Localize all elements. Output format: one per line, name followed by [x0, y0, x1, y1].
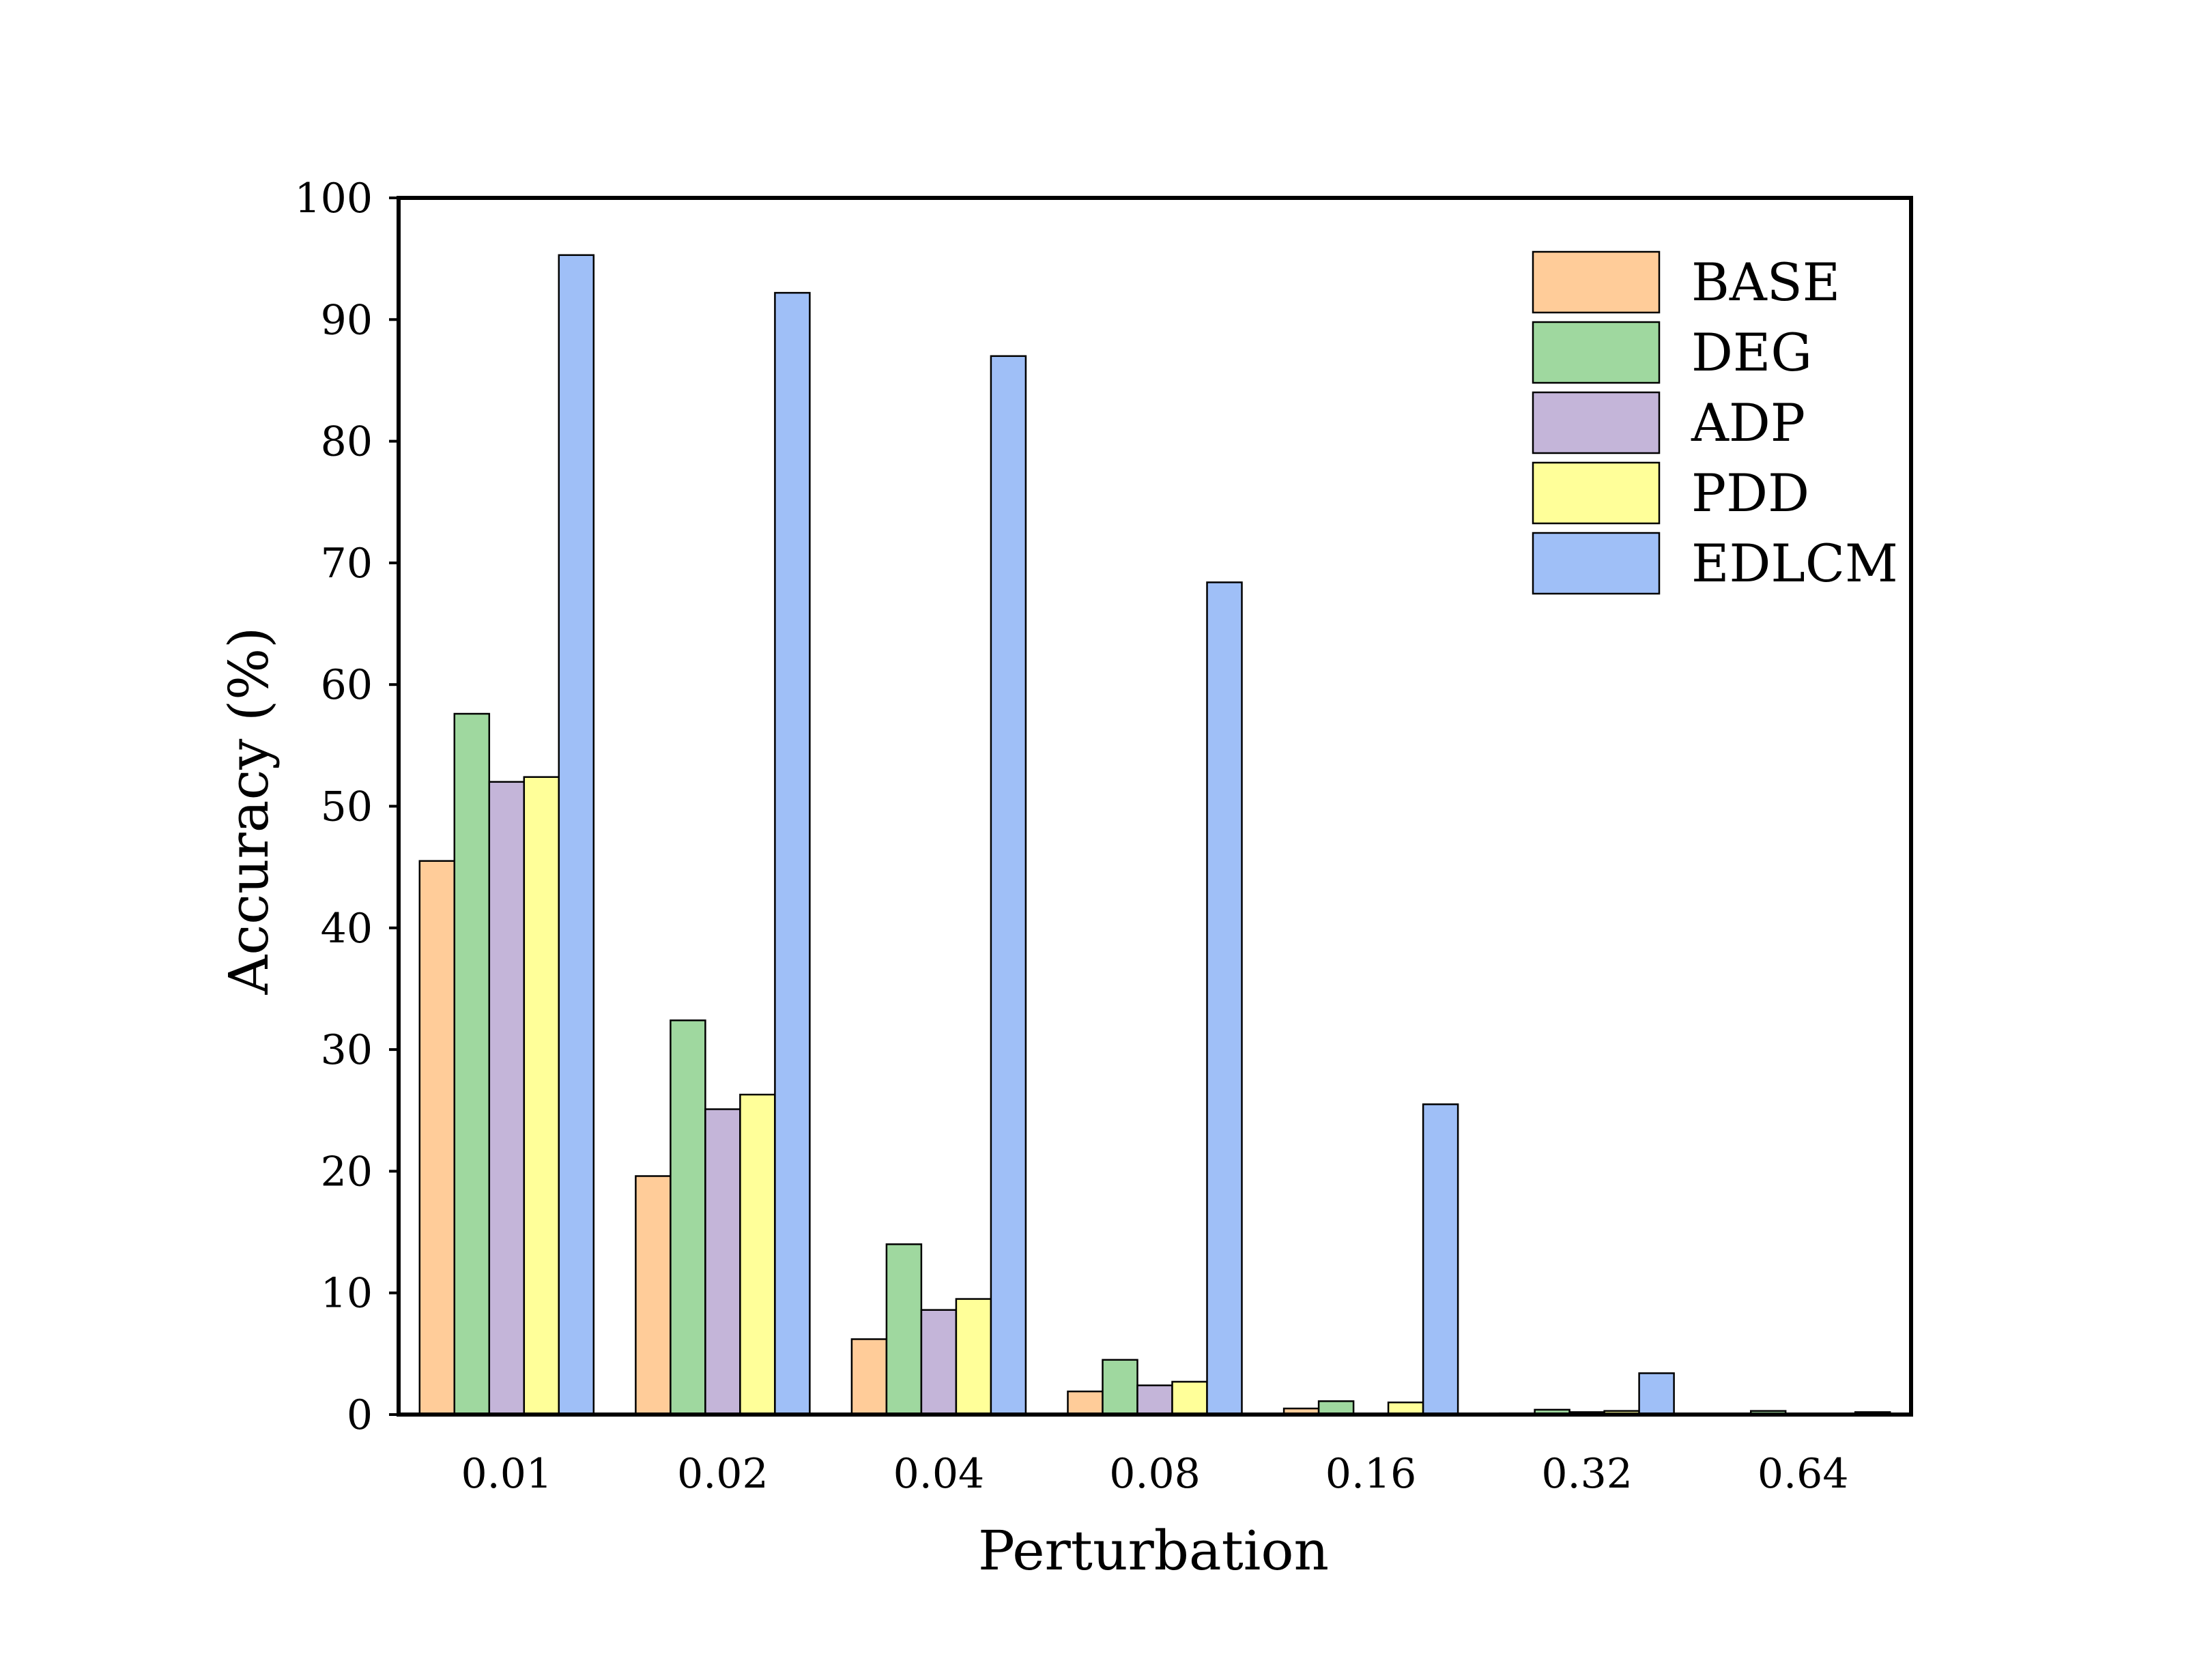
- plot-area-frame: [397, 196, 1913, 1417]
- x-tick-label: 0.64: [1758, 1450, 1849, 1498]
- y-tick-label: 80: [321, 418, 373, 466]
- bar-base-0.01: [418, 860, 456, 1416]
- legend-label-base: BASE: [1691, 252, 1840, 313]
- legend-swatch-deg: [1532, 321, 1661, 384]
- y-tick-label: 60: [321, 661, 373, 709]
- bar-adp-0.04: [920, 1309, 958, 1416]
- legend-label-pdd: PDD: [1691, 463, 1809, 523]
- bar-edlcm-0.04: [990, 355, 1027, 1416]
- y-tick-label: 50: [321, 783, 373, 831]
- y-tick-label: 10: [321, 1270, 373, 1318]
- x-tick-label: 0.04: [893, 1450, 985, 1498]
- bar-adp-0.08: [1136, 1384, 1173, 1416]
- y-tick-label: 90: [321, 296, 373, 344]
- y-tick-label: 30: [321, 1026, 373, 1074]
- bar-edlcm-0.16: [1422, 1103, 1459, 1416]
- y-tick-label: 40: [321, 905, 373, 953]
- bar-base-0.08: [1067, 1390, 1104, 1416]
- bar-pdd-0.02: [739, 1093, 776, 1416]
- y-tick-label: 0: [347, 1391, 373, 1439]
- y-axis: 0 10 20 30 40 50 60 70 80 90 100: [294, 175, 399, 1439]
- bar-pdd-0.08: [1171, 1380, 1208, 1416]
- x-tick-label: 0.32: [1541, 1450, 1633, 1498]
- legend: BASE DEG ADP PDD EDLCM: [1532, 250, 1898, 595]
- y-tick-label: 100: [294, 175, 373, 222]
- bars-layer: [418, 254, 1891, 1416]
- bar-deg-0.02: [670, 1019, 706, 1416]
- x-axis: 0.01 0.02 0.04 0.08 0.16 0.32 0.64: [461, 1450, 1848, 1498]
- legend-label-adp: ADP: [1691, 392, 1805, 453]
- legend-label-deg: DEG: [1691, 322, 1812, 383]
- x-axis-title: Perturbation: [978, 1519, 1329, 1582]
- bar-pdd-0.01: [523, 776, 560, 1416]
- bar-base-0.04: [850, 1338, 888, 1416]
- bar-deg-0.08: [1102, 1359, 1138, 1416]
- bar-edlcm-0.02: [774, 291, 811, 1416]
- x-tick-label: 0.02: [677, 1450, 769, 1498]
- legend-swatch-base: [1532, 250, 1661, 314]
- bar-adp-0.01: [488, 781, 526, 1416]
- legend-swatch-adp: [1532, 391, 1661, 454]
- legend-swatch-edlcm: [1532, 532, 1661, 595]
- y-tick-label: 20: [321, 1148, 373, 1196]
- bar-pdd-0.04: [955, 1298, 992, 1416]
- bar-edlcm-0.08: [1206, 581, 1243, 1416]
- bar-deg-0.04: [885, 1243, 923, 1416]
- y-tick-label: 70: [321, 540, 373, 588]
- x-tick-label: 0.01: [461, 1450, 552, 1498]
- x-tick-label: 0.08: [1109, 1450, 1201, 1498]
- bar-deg-0.01: [453, 712, 491, 1416]
- bar-base-0.02: [635, 1175, 672, 1416]
- legend-swatch-pdd: [1532, 461, 1661, 525]
- legend-label-edlcm: EDLCM: [1691, 533, 1898, 594]
- bar-edlcm-0.32: [1638, 1372, 1675, 1416]
- bar-adp-0.02: [704, 1108, 741, 1416]
- y-axis-title: Accuracy (%): [217, 627, 281, 996]
- x-tick-label: 0.16: [1325, 1450, 1417, 1498]
- bar-edlcm-0.01: [558, 254, 595, 1416]
